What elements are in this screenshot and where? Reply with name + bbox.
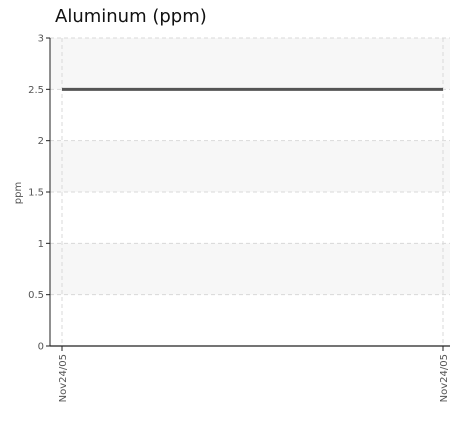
y-tick-label: 0: [38, 342, 44, 353]
y-tick-label: 2.5: [28, 85, 44, 96]
plot-band: [50, 38, 450, 90]
plot-band: [50, 140, 450, 192]
x-tick-label: Nov24/05: [58, 354, 69, 402]
plot-band: [50, 243, 450, 295]
y-tick-label: 1: [38, 239, 44, 250]
y-tick-label: 2: [38, 136, 44, 147]
chart-title: Aluminum (ppm): [55, 6, 207, 27]
y-tick-label: 1.5: [28, 188, 44, 199]
y-ticks: 0 0.5 1 1.5 2 2.5 3: [28, 34, 50, 353]
x-ticks: Nov24/05 Nov24/05: [58, 346, 450, 402]
y-tick-label: 3: [38, 34, 44, 45]
y-tick-label: 0.5: [28, 290, 44, 301]
x-tick-label: Nov24/05: [439, 354, 450, 402]
plot-bands: [50, 38, 450, 295]
y-axis-title: ppm: [13, 182, 24, 204]
